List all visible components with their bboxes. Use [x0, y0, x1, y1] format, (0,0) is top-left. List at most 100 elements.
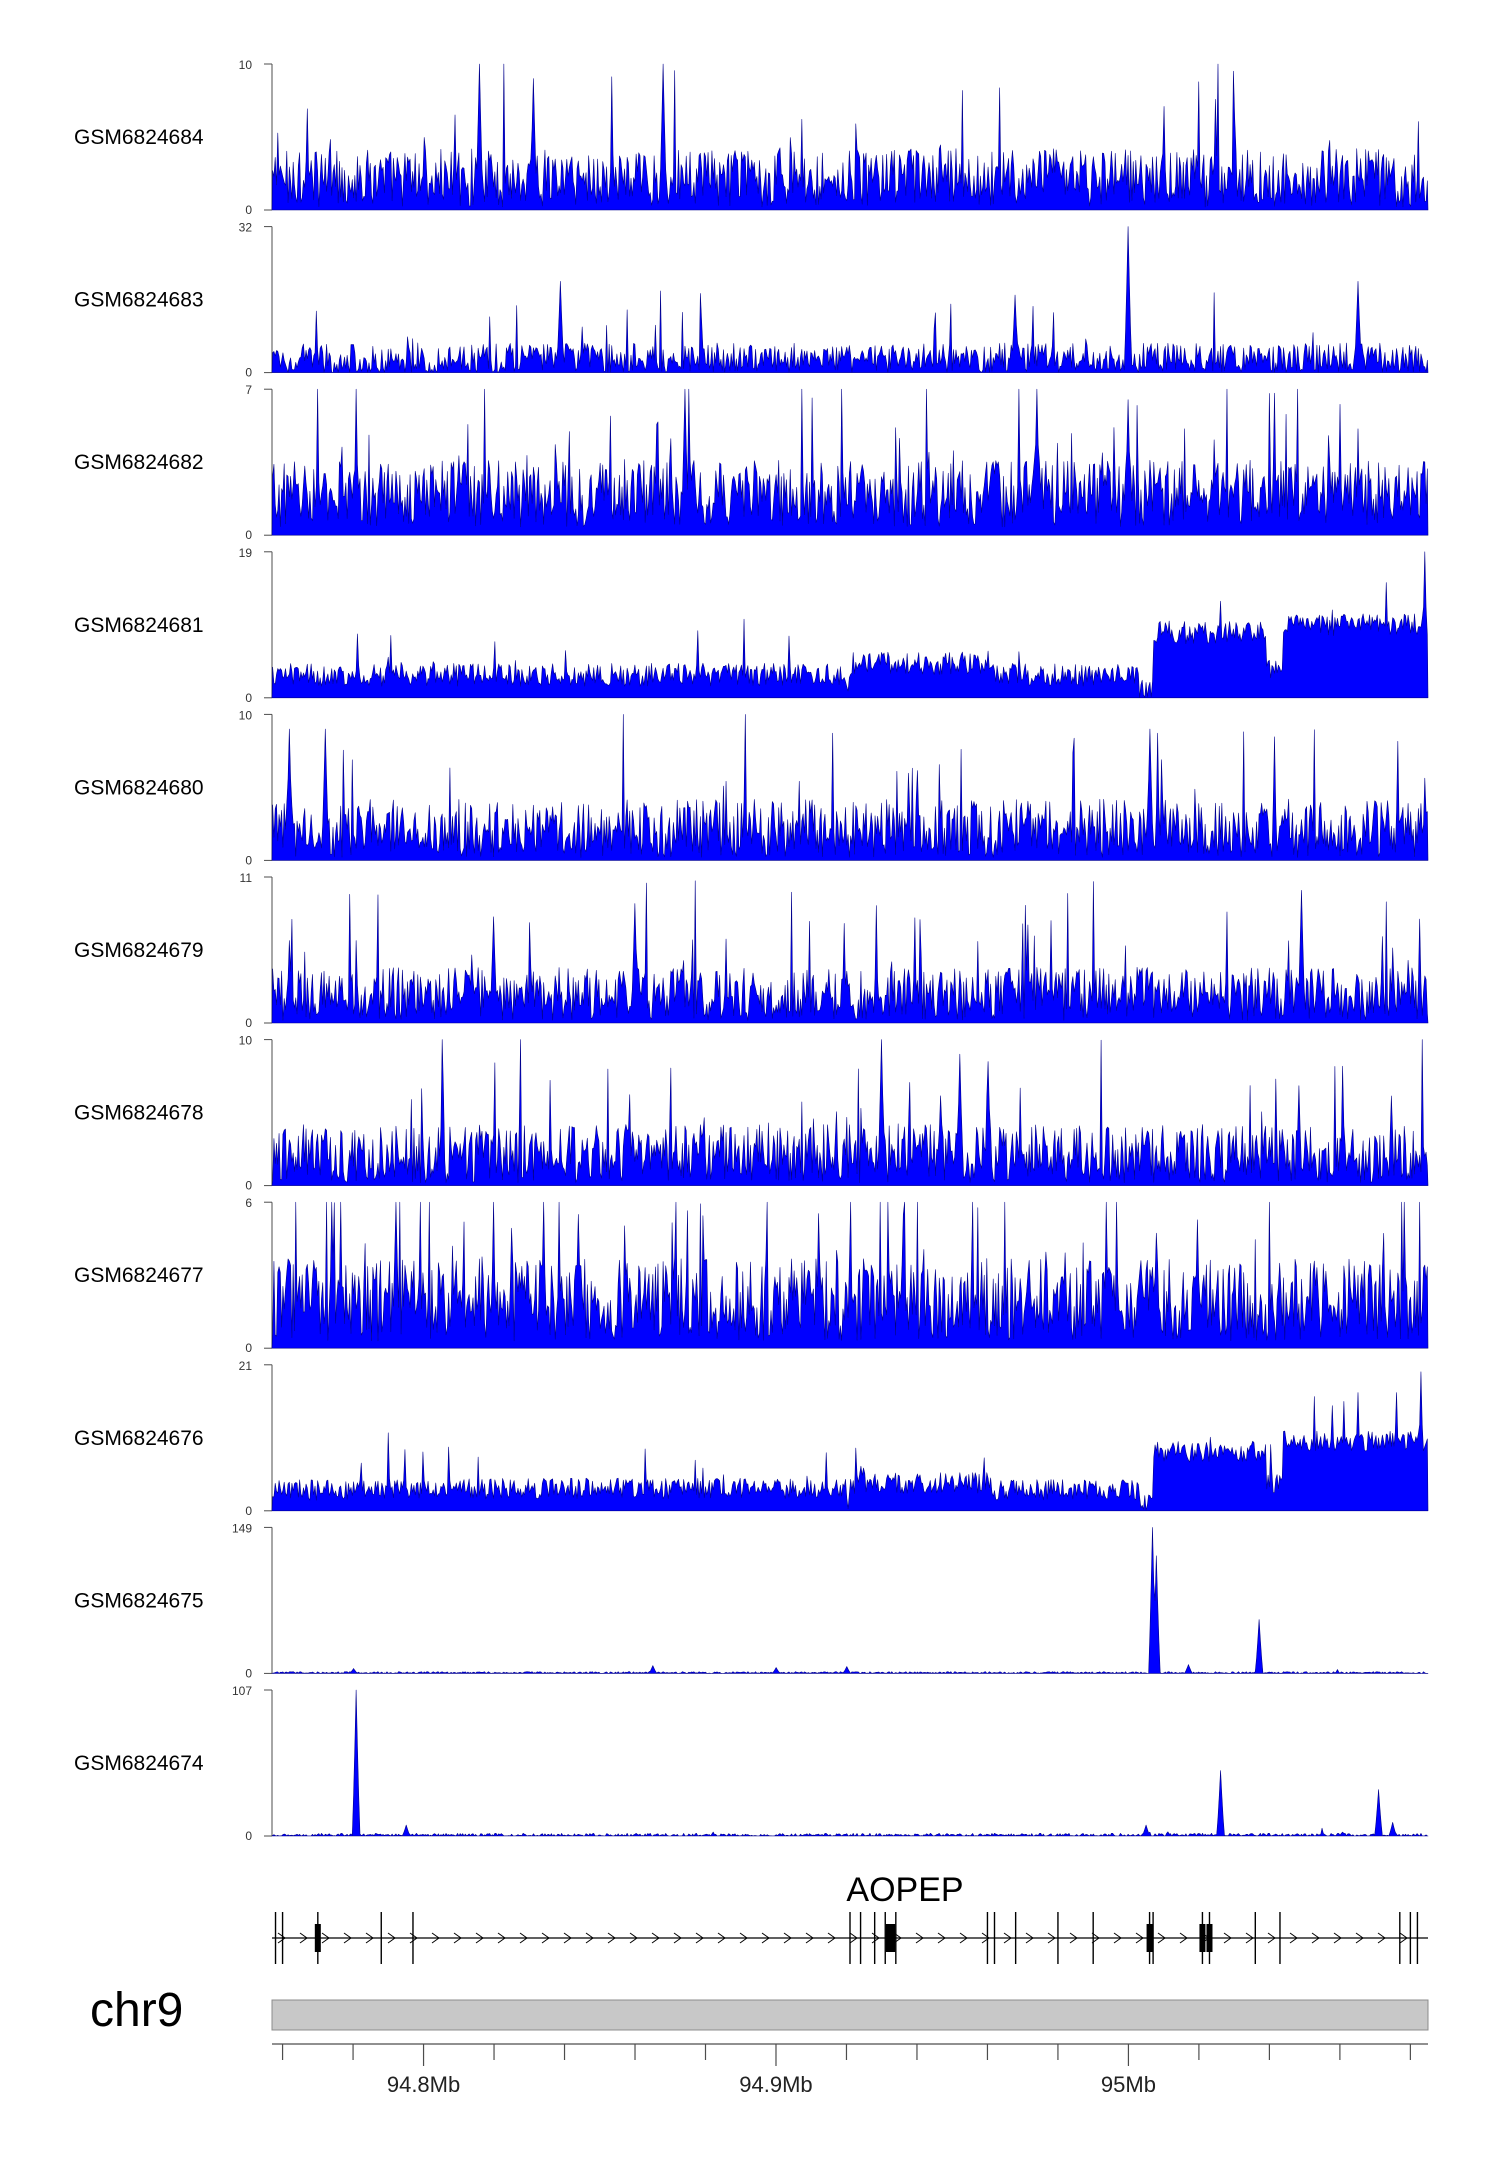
strand-arrow	[541, 1932, 550, 1944]
coding-exon	[889, 1924, 896, 1952]
ideogram-track: chr9	[90, 1984, 1429, 2037]
track-GSM6824679: GSM6824679 11 0	[74, 871, 1429, 1030]
strand-arrow	[1091, 1932, 1100, 1944]
strand-arrow	[475, 1932, 484, 1944]
track-label: GSM6824676	[74, 1427, 204, 1450]
coverage-area	[271, 226, 1429, 373]
x-axis-tick-label: 94.9Mb	[739, 2072, 812, 2097]
strand-arrow	[937, 1932, 946, 1944]
strand-arrow	[1289, 1932, 1298, 1944]
strand-arrow	[1003, 1932, 1012, 1944]
track-GSM6824678: GSM6824678 10 0	[74, 1034, 1429, 1193]
strand-arrow	[1179, 1932, 1188, 1944]
track-label: GSM6824680	[74, 776, 204, 799]
strand-arrow	[1069, 1932, 1078, 1944]
coding-exon	[1206, 1924, 1213, 1952]
strand-arrow	[695, 1932, 704, 1944]
coverage-tracks: GSM6824684100GSM6824683320GSM682468270GS…	[74, 58, 1429, 1843]
y-axis-max-label: 19	[239, 546, 253, 560]
coding-exon	[314, 1924, 321, 1952]
coverage-area	[271, 1689, 1429, 1837]
gene-label: AOPEP	[846, 1871, 963, 1909]
track-label: GSM6824683	[74, 289, 204, 312]
track-label: GSM6824674	[74, 1752, 204, 1775]
strand-arrow	[607, 1932, 616, 1944]
track-label: GSM6824681	[74, 614, 204, 637]
y-axis-min-label: 0	[245, 1504, 252, 1518]
strand-arrow	[761, 1932, 770, 1944]
strand-arrow	[783, 1932, 792, 1944]
track-GSM6824683: GSM6824683 32 0	[74, 221, 1429, 380]
genome-axis: 94.8Mb 94.9Mb 95Mb	[272, 2043, 1428, 2097]
y-axis-max-label: 6	[245, 1196, 252, 1210]
strand-arrow	[321, 1932, 330, 1944]
y-axis-min-label: 0	[245, 1341, 252, 1355]
strand-arrow	[915, 1932, 924, 1944]
track-label: GSM6824675	[74, 1589, 204, 1612]
coverage-area	[271, 551, 1429, 699]
coverage-area	[271, 63, 1429, 211]
coding-exon	[1146, 1924, 1153, 1952]
strand-arrow	[827, 1932, 836, 1944]
track-GSM6824681: GSM6824681 19 0	[74, 546, 1429, 705]
y-axis-min-label: 0	[245, 1829, 252, 1843]
strand-arrow	[1047, 1932, 1056, 1944]
track-label: GSM6824682	[74, 451, 204, 474]
track-GSM6824677: GSM6824677 6 0	[74, 1196, 1429, 1355]
strand-arrow	[959, 1932, 968, 1944]
y-axis-max-label: 32	[239, 221, 253, 235]
track-GSM6824675: GSM6824675 149 0	[74, 1521, 1429, 1680]
strand-arrow	[1025, 1932, 1034, 1944]
y-axis-min-label: 0	[245, 853, 252, 867]
gene-track: AOPEP	[272, 1871, 1428, 1964]
y-axis-min-label: 0	[245, 528, 252, 542]
strand-arrow	[343, 1932, 352, 1944]
track-label: GSM6824679	[74, 939, 204, 962]
strand-arrow	[365, 1932, 374, 1944]
strand-arrow	[849, 1932, 858, 1944]
strand-arrow	[387, 1932, 396, 1944]
track-label: GSM6824684	[74, 126, 204, 149]
strand-arrow	[1399, 1932, 1408, 1944]
y-axis-min-label: 0	[245, 691, 252, 705]
strand-arrow	[629, 1932, 638, 1944]
y-axis-max-label: 107	[232, 1684, 252, 1698]
strand-arrow	[1245, 1932, 1254, 1944]
coding-exon	[1199, 1924, 1206, 1952]
strand-arrow	[1135, 1932, 1144, 1944]
strand-arrow	[1333, 1932, 1342, 1944]
y-axis-max-label: 10	[239, 58, 253, 72]
strand-arrow	[519, 1932, 528, 1944]
coverage-area	[271, 388, 1429, 536]
x-axis-tick-label: 94.8Mb	[387, 2072, 460, 2097]
chromosome-label: chr9	[90, 1984, 183, 2037]
x-axis-tick-label: 95Mb	[1101, 2072, 1156, 2097]
strand-arrow	[277, 1932, 286, 1944]
strand-arrow	[585, 1932, 594, 1944]
strand-arrow	[1311, 1932, 1320, 1944]
strand-arrow	[673, 1932, 682, 1944]
strand-arrow	[981, 1932, 990, 1944]
strand-arrow	[431, 1932, 440, 1944]
strand-arrow	[1157, 1932, 1166, 1944]
track-GSM6824680: GSM6824680 10 0	[74, 708, 1429, 867]
y-axis-max-label: 10	[239, 1034, 253, 1048]
track-GSM6824676: GSM6824676 21 0	[74, 1359, 1429, 1518]
coverage-area	[271, 1201, 1429, 1349]
y-axis-min-label: 0	[245, 203, 252, 217]
coverage-area	[271, 1371, 1429, 1512]
y-axis-max-label: 11	[240, 871, 253, 885]
strand-arrow	[1267, 1932, 1276, 1944]
coverage-area	[271, 714, 1429, 861]
track-GSM6824682: GSM6824682 7 0	[74, 383, 1429, 542]
y-axis-min-label: 0	[245, 1666, 252, 1680]
strand-arrow	[651, 1932, 660, 1944]
strand-arrow	[497, 1932, 506, 1944]
strand-arrow	[453, 1932, 462, 1944]
y-axis-min-label: 0	[245, 1179, 252, 1193]
track-GSM6824684: GSM6824684 10 0	[74, 58, 1429, 217]
strand-arrow	[805, 1932, 814, 1944]
y-axis-min-label: 0	[245, 366, 252, 380]
strand-arrow	[1377, 1932, 1386, 1944]
